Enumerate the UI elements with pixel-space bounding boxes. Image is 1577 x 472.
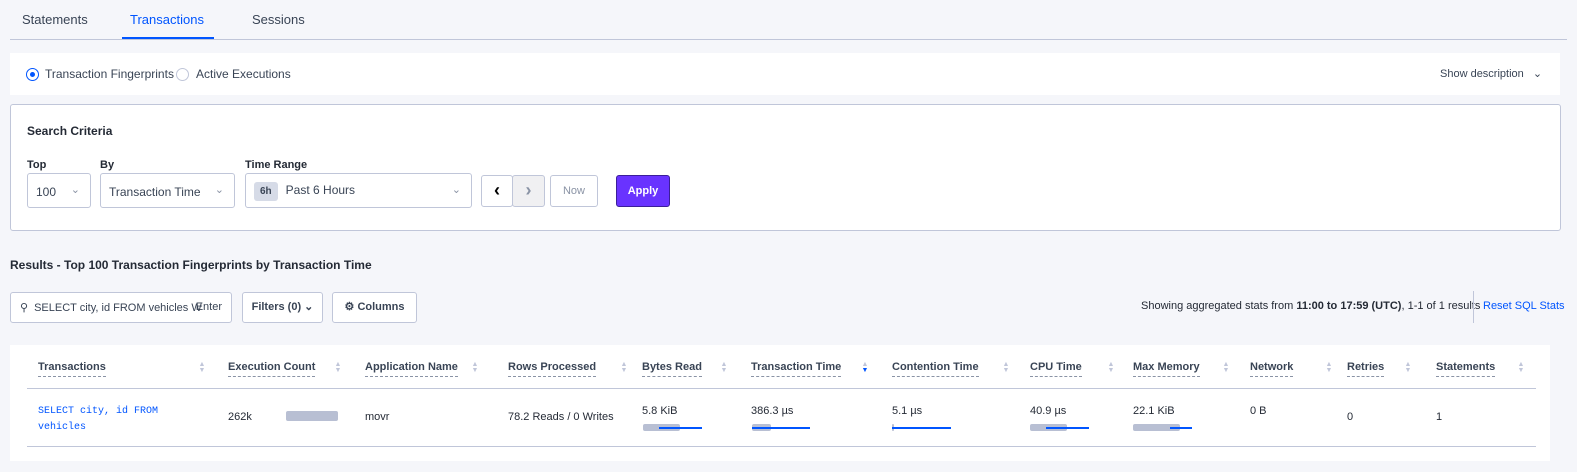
- search-input[interactable]: ⚲ SELECT city, id FROM vehicles W Enter: [10, 292, 232, 323]
- apply-button[interactable]: Apply: [616, 175, 670, 207]
- stats-suffix: , 1-1 of 1 results: [1401, 300, 1481, 312]
- sort-descending-icon[interactable]: ▲ ▼: [861, 361, 869, 374]
- sort-icon[interactable]: ▲ ▼: [1107, 361, 1115, 374]
- top-value: 100: [36, 185, 57, 199]
- stats-summary: Showing aggregated stats from 11:00 to 1…: [1141, 300, 1480, 312]
- results-table: [10, 345, 1550, 461]
- gear-icon: ⚙: [344, 301, 355, 313]
- sort-icon[interactable]: ▲ ▼: [1325, 361, 1333, 374]
- top-label: Top: [27, 159, 47, 171]
- rows-processed: 78.2 Reads / 0 Writes: [508, 411, 614, 423]
- header-statements[interactable]: Statements: [1436, 361, 1496, 377]
- time-range-select[interactable]: 6h Past 6 Hours ⌄: [245, 173, 472, 208]
- by-value: Transaction Time: [109, 185, 201, 199]
- header-max-memory[interactable]: Max Memory: [1133, 361, 1200, 377]
- filters-label: Filters (0): [251, 301, 302, 313]
- row-divider: [27, 446, 1536, 447]
- next-time-button[interactable]: ›: [512, 175, 545, 207]
- time-badge: 6h: [254, 182, 278, 201]
- header-execution-count[interactable]: Execution Count: [228, 361, 316, 377]
- chevron-down-icon: ⌄: [451, 184, 461, 196]
- divider: [1473, 291, 1474, 323]
- sort-icon[interactable]: ▲ ▼: [1404, 361, 1412, 374]
- chevron-down-icon: ⌄: [214, 184, 224, 196]
- radio-label-fingerprints[interactable]: Transaction Fingerprints: [45, 67, 174, 81]
- chevron-down-icon: ⌄: [70, 184, 80, 196]
- tab-statements[interactable]: Statements: [22, 12, 88, 27]
- by-select[interactable]: Transaction Time ⌄: [100, 173, 235, 208]
- time-range-value: Past 6 Hours: [285, 183, 356, 197]
- enter-button[interactable]: Enter: [195, 301, 222, 313]
- radio-active-executions[interactable]: [176, 68, 189, 81]
- time-range-label: Time Range: [245, 159, 308, 171]
- tab-divider: [10, 39, 1567, 40]
- max-memory-stddev: [1170, 427, 1192, 429]
- header-transactions[interactable]: Transactions: [38, 361, 106, 377]
- sort-icon[interactable]: ▲ ▼: [334, 361, 342, 374]
- header-cpu-time[interactable]: CPU Time: [1030, 361, 1082, 377]
- header-divider: [27, 388, 1536, 389]
- header-rows-processed[interactable]: Rows Processed: [508, 361, 597, 377]
- columns-label: Columns: [357, 301, 405, 313]
- max-memory: 22.1 KiB: [1133, 405, 1175, 417]
- columns-button[interactable]: ⚙ Columns: [332, 292, 417, 323]
- execution-count: 262k: [228, 411, 252, 423]
- bytes-read-stddev: [659, 427, 702, 429]
- statements: 1: [1436, 411, 1443, 423]
- retries: 0: [1347, 411, 1354, 423]
- sort-icon[interactable]: ▲ ▼: [471, 361, 479, 374]
- bytes-read: 5.8 KiB: [642, 405, 678, 417]
- network: 0 B: [1250, 405, 1267, 417]
- results-title: Results - Top 100 Transaction Fingerprin…: [10, 258, 372, 272]
- sort-icon[interactable]: ▲ ▼: [1002, 361, 1010, 374]
- stats-range: 11:00 to 17:59 (UTC): [1296, 300, 1402, 312]
- chevron-down-icon: ⌄: [1532, 68, 1543, 80]
- header-application-name[interactable]: Application Name: [365, 361, 458, 377]
- sort-icon[interactable]: ▲ ▼: [198, 361, 206, 374]
- search-criteria-title: Search Criteria: [27, 124, 113, 138]
- header-network[interactable]: Network: [1250, 361, 1294, 377]
- application-name: movr: [365, 411, 390, 423]
- tab-transactions[interactable]: Transactions: [130, 12, 204, 27]
- header-bytes-read[interactable]: Bytes Read: [642, 361, 702, 377]
- search-criteria-panel: Search Criteria Top 100 ⌄ By Transaction …: [10, 104, 1561, 231]
- tab-sessions[interactable]: Sessions: [252, 12, 305, 27]
- top-select[interactable]: 100 ⌄: [27, 173, 91, 208]
- header-contention-time[interactable]: Contention Time: [892, 361, 979, 377]
- view-options-bar: Transaction Fingerprints Active Executio…: [10, 53, 1560, 95]
- cpu-time: 40.9 µs: [1030, 405, 1067, 417]
- chevron-right-icon: ›: [525, 180, 532, 200]
- execution-count-bar: [286, 411, 338, 421]
- sort-icon[interactable]: ▲ ▼: [720, 361, 728, 374]
- active-tab-indicator: [122, 37, 214, 39]
- show-description-toggle[interactable]: Show description ⌄: [1440, 67, 1542, 80]
- radio-label-active[interactable]: Active Executions: [196, 67, 291, 81]
- search-value: SELECT city, id FROM vehicles W: [34, 302, 202, 314]
- contention-time: 5.1 µs: [892, 405, 923, 417]
- header-transaction-time[interactable]: Transaction Time: [751, 361, 842, 377]
- show-description-label: Show description: [1440, 68, 1524, 80]
- sort-icon[interactable]: ▲ ▼: [1517, 361, 1525, 374]
- sort-icon[interactable]: ▲ ▼: [1222, 361, 1230, 374]
- reset-sql-stats-link[interactable]: Reset SQL Stats: [1483, 300, 1565, 312]
- radio-transaction-fingerprints[interactable]: [26, 68, 39, 81]
- by-label: By: [100, 159, 115, 171]
- contention-time-stddev: [892, 427, 951, 429]
- transaction-link[interactable]: SELECT city, id FROM vehicles: [38, 406, 159, 433]
- previous-time-button[interactable]: ‹: [481, 175, 513, 207]
- max-memory-bar: [1133, 424, 1180, 431]
- filters-button[interactable]: Filters (0) ⌄: [242, 292, 323, 323]
- header-retries[interactable]: Retries: [1347, 361, 1385, 377]
- cpu-time-stddev: [1046, 427, 1089, 429]
- transaction-time: 386.3 µs: [751, 405, 794, 417]
- chevron-down-icon: ⌄: [304, 301, 314, 313]
- now-button[interactable]: Now: [550, 175, 598, 207]
- search-icon: ⚲: [20, 302, 29, 314]
- stats-prefix: Showing aggregated stats from: [1141, 300, 1297, 312]
- chevron-left-icon: ‹: [494, 180, 500, 200]
- sort-icon[interactable]: ▲ ▼: [620, 361, 628, 374]
- transaction-time-stddev: [752, 427, 810, 429]
